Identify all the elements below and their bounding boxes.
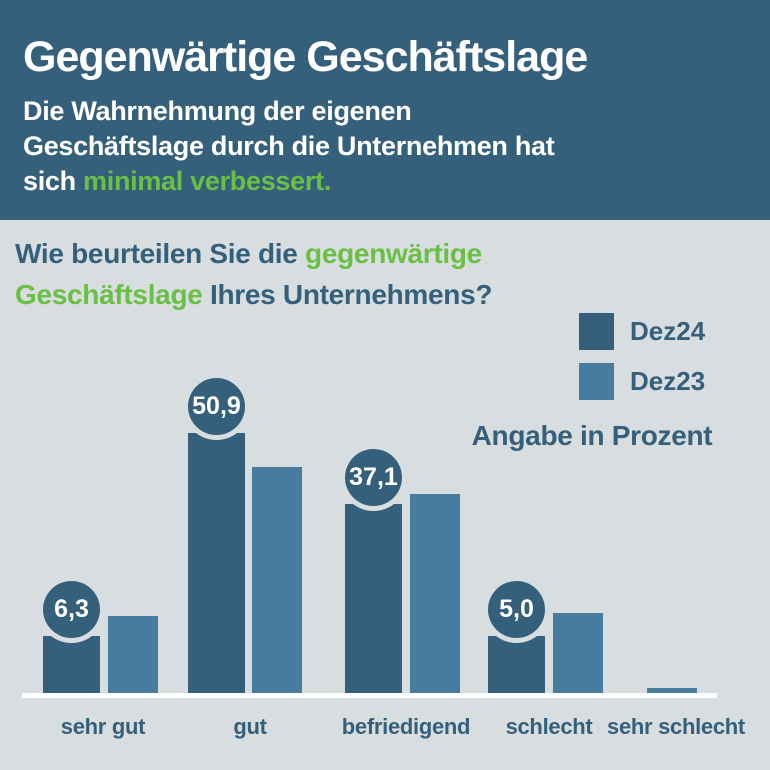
value-badge-1: 50,9 [188,378,245,435]
legend-item-dez24: Dez24 [579,313,705,350]
value-badge-0: 6,3 [43,581,100,638]
legend-item-dez23: Dez23 [579,363,705,400]
text-segment: Ihres Unternehmens? [202,279,493,310]
page-title: Gegenwärtige Geschäftslage [23,33,588,81]
header: Gegenwärtige Geschäftslage Die Wahrnehmu… [0,0,770,220]
category-label-2: befriedigend [341,714,471,739]
text-segment: Die Wahrnehmung der eigenen [23,96,412,127]
category-label-3: schlecht [505,714,593,739]
bar-dez23-0 [108,616,158,693]
legend-swatch-dez23 [579,363,614,400]
value-badge-2: 37,1 [345,449,402,506]
bar-dez24-2 [345,504,402,693]
bar-dez24-3 [488,636,545,693]
legend-label-dez23: Dez23 [630,366,706,396]
bar-dez23-2 [410,494,460,693]
value-badge-3: 5,0 [488,581,545,638]
text-segment: Geschäftslage [15,279,203,310]
chart-legend: Dez24 Dez23 [579,313,705,413]
category-label-4: sehr schlecht [607,714,745,739]
text-segment: Geschäftslage durch die Unternehmen hat [23,131,555,162]
text-segment: sich [23,166,84,197]
bar-dez24-1 [188,433,245,693]
bar-dez23-4 [647,688,697,693]
text-segment: Wie beurteilen Sie die [15,238,306,269]
category-label-1: gut [233,714,267,739]
survey-question: Wie beurteilen Sie die gegenwärtige Gesch… [15,233,655,315]
legend-label-dez24: Dez24 [630,316,706,346]
header-subtitle: Die Wahrnehmung der eigenen Geschäftslage… [23,94,750,199]
unit-note: Angabe in Prozent [471,420,713,451]
category-label-0: sehr gut [60,714,146,739]
bar-dez23-3 [553,613,603,693]
text-segment: gegenwärtige [305,238,482,269]
x-axis-line [22,693,717,698]
bar-dez23-1 [252,467,302,693]
legend-swatch-dez24 [579,313,614,350]
bar-dez24-0 [43,636,100,693]
text-segment: minimal verbessert. [83,166,331,197]
